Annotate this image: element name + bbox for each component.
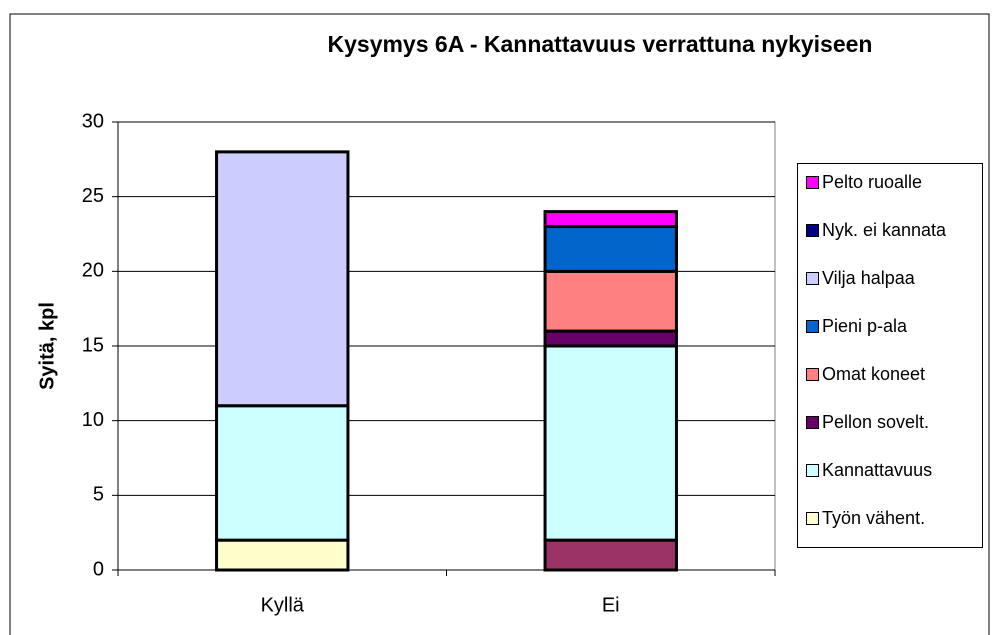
legend-label: Nyk. ei kannata [822, 220, 947, 240]
y-tick-label: 30 [82, 110, 104, 132]
legend-swatch [806, 224, 819, 237]
legend-label: Työn vähent. [822, 508, 926, 528]
bar-segment [543, 538, 678, 572]
y-tick-label: 25 [82, 185, 104, 207]
legend-swatch [806, 320, 819, 333]
legend-swatch [806, 464, 819, 477]
legend-label: Omat koneet [822, 364, 926, 384]
chart-title: Kysymys 6A - Kannattavuus verrattuna nyk… [328, 31, 873, 57]
legend-label: Kannattavuus [822, 460, 933, 480]
y-axis-label: Syitä, kpl [36, 302, 58, 390]
legend-entry: Pelto ruoalle [806, 172, 982, 192]
x-tick-label: Kyllä [261, 594, 305, 616]
bar-segment [543, 344, 678, 542]
y-tick-label: 10 [82, 409, 104, 431]
bar-segment [543, 329, 678, 348]
legend-label: Pieni p-ala [822, 316, 908, 336]
y-tick-label: 5 [93, 484, 104, 506]
y-tick-label: 15 [82, 334, 104, 356]
bar-segment [215, 404, 350, 542]
legend-label: Pellon sovelt. [822, 412, 930, 432]
legend-swatch [806, 368, 819, 381]
legend-swatch [806, 416, 819, 429]
legend-entry: Nyk. ei kannata [806, 220, 982, 240]
bar-segment [215, 538, 350, 572]
legend-swatch [806, 512, 819, 525]
bar-segment [543, 269, 678, 333]
x-tick-label: Ei [602, 594, 620, 616]
legend-swatch [806, 272, 819, 285]
bar-segment [215, 150, 350, 408]
legend-entry: Pieni p-ala [806, 316, 982, 336]
legend: Pelto ruoalle Nyk. ei kannata Vilja halpaa… [797, 163, 983, 548]
legend-label: Vilja halpaa [822, 268, 915, 288]
legend-swatch [806, 176, 819, 189]
legend-entry: Työn vähent. [806, 508, 982, 528]
legend-entry: Vilja halpaa [806, 268, 982, 288]
legend-entry: Kannattavuus [806, 460, 982, 480]
y-tick-label: 20 [82, 260, 104, 282]
legend-entry: Pellon sovelt. [806, 412, 982, 432]
bar-segment [543, 210, 678, 229]
legend-label: Pelto ruoalle [822, 172, 923, 192]
legend-entry: Omat koneet [806, 364, 982, 384]
bar-segment [543, 225, 678, 273]
y-tick-label: 0 [93, 558, 104, 580]
